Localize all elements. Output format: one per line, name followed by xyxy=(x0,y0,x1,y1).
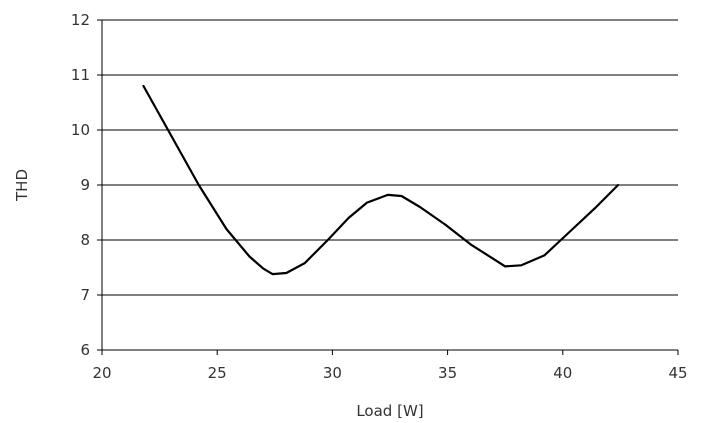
x-tick-label: 25 xyxy=(208,364,227,382)
series-line-0 xyxy=(142,84,620,276)
x-tick-label: 30 xyxy=(323,364,342,382)
gridlines xyxy=(102,19,678,296)
x-tick-label: 35 xyxy=(438,364,457,382)
y-tick-label: 6 xyxy=(80,341,90,359)
y-tick-label: 9 xyxy=(80,176,90,194)
x-tick-label: 20 xyxy=(92,364,111,382)
y-tick-label: 8 xyxy=(80,231,90,249)
y-tick-label: 12 xyxy=(71,11,90,29)
tick-labels: 6 7 8 9 10 11 12 20 25 30 35 40 45 xyxy=(71,11,688,382)
x-tick-label: 45 xyxy=(668,364,687,382)
y-tick-label: 10 xyxy=(71,121,90,139)
axes xyxy=(97,19,679,355)
y-tick-label: 11 xyxy=(71,66,90,84)
y-axis-label: THD xyxy=(13,169,31,202)
x-tick-label: 40 xyxy=(553,364,572,382)
x-axis-label: Load [W] xyxy=(356,402,423,420)
y-tick-label: 7 xyxy=(80,286,90,304)
data-series xyxy=(142,84,620,276)
